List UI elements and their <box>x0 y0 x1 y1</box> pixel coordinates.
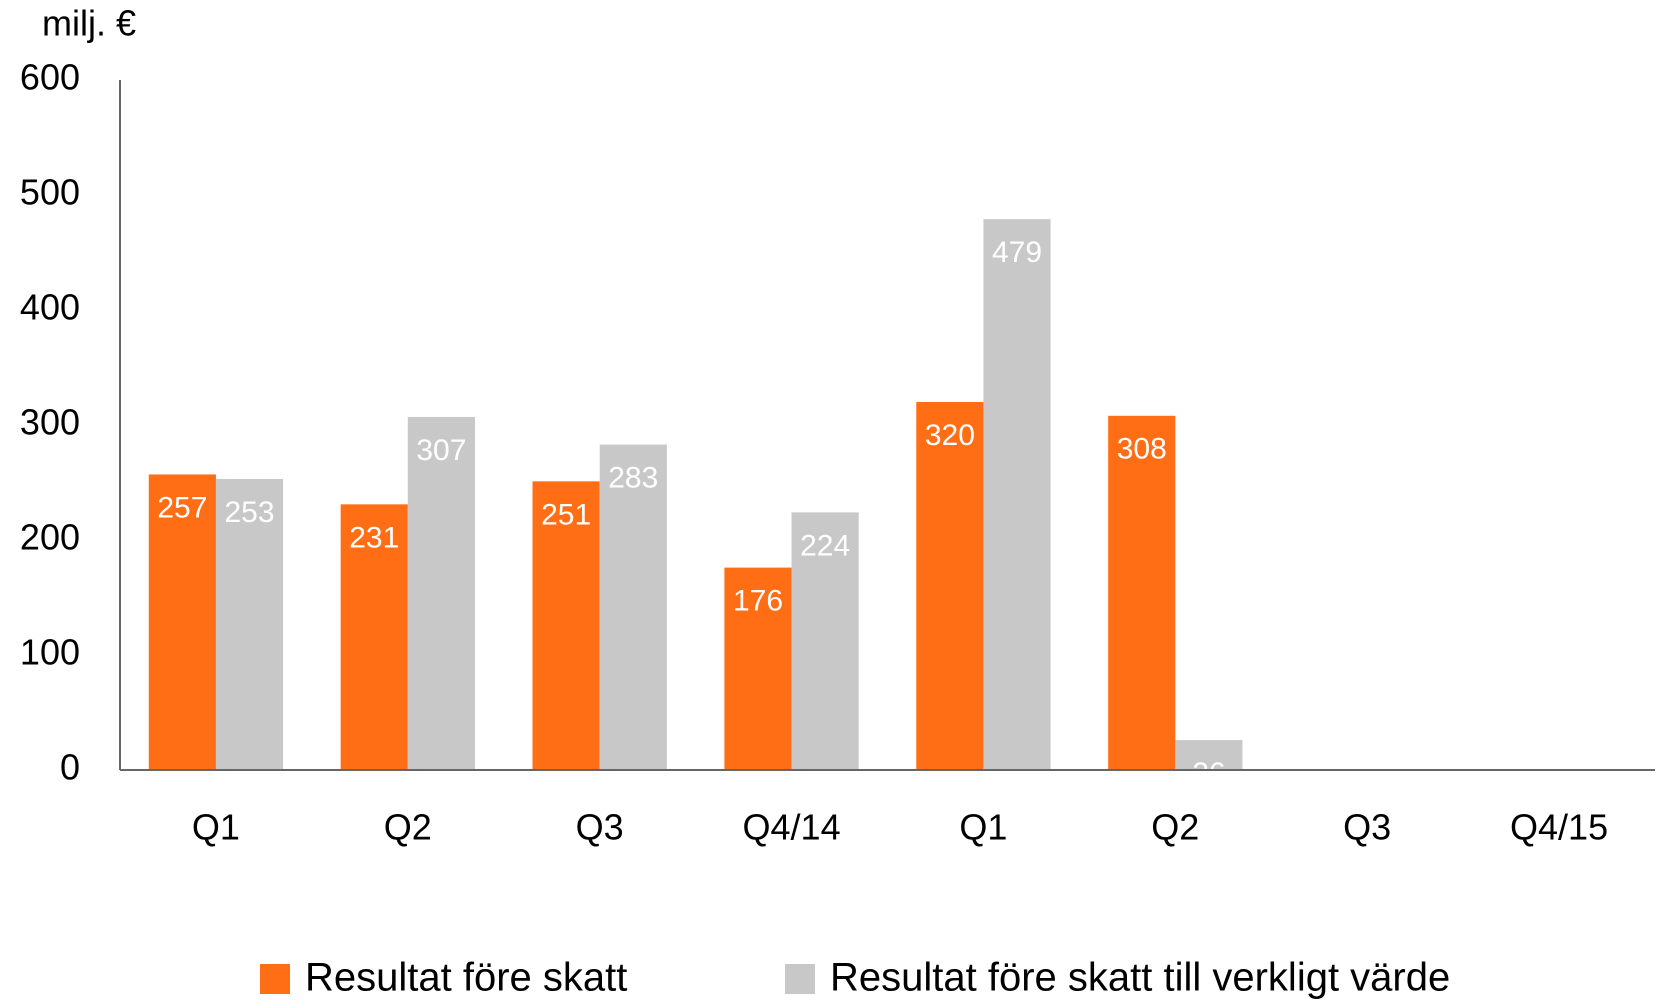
bar <box>791 512 859 770</box>
y-tick-label: 200 <box>20 517 80 558</box>
value-label: 224 <box>800 529 850 562</box>
x-tick-label: Q4/15 <box>1510 807 1608 848</box>
y-tick-label: 600 <box>20 57 80 98</box>
legend-label: Resultat före skatt till verkligt värde <box>830 956 1450 1000</box>
bar <box>599 444 667 770</box>
bar <box>407 416 475 770</box>
bar <box>1175 740 1243 770</box>
bar <box>916 402 984 770</box>
legend-swatch <box>785 964 815 994</box>
value-label: 283 <box>608 461 658 494</box>
bar <box>340 504 408 770</box>
bar <box>532 481 600 770</box>
y-tick-label: 400 <box>20 287 80 328</box>
value-label: 257 <box>157 491 207 524</box>
value-label: 253 <box>224 496 274 529</box>
y-tick-label: 300 <box>20 402 80 443</box>
value-label: 231 <box>349 521 399 554</box>
x-tick-label: Q3 <box>576 807 624 848</box>
value-label: 320 <box>925 419 975 452</box>
y-axis-label: milj. € <box>42 3 136 44</box>
x-tick-label: Q2 <box>384 807 432 848</box>
value-label: 307 <box>416 434 466 467</box>
x-tick-label: Q4/14 <box>743 807 841 848</box>
y-tick-label: 500 <box>20 172 80 213</box>
legend-label: Resultat före skatt <box>305 956 627 1000</box>
x-tick-label: Q1 <box>192 807 240 848</box>
value-label: 176 <box>733 585 783 618</box>
x-tick-label: Q2 <box>1151 807 1199 848</box>
value-label: 479 <box>992 236 1042 269</box>
bar <box>1108 415 1176 770</box>
value-label: 251 <box>541 498 591 531</box>
bar <box>148 474 216 770</box>
x-tick-label: Q3 <box>1343 807 1391 848</box>
x-tick-label: Q1 <box>959 807 1007 848</box>
bar <box>215 479 284 770</box>
value-label: 26 <box>1192 757 1225 790</box>
legend-swatch <box>260 964 290 994</box>
bar <box>724 567 792 770</box>
bar <box>983 219 1051 770</box>
y-tick-label: 100 <box>20 632 80 673</box>
value-label: 308 <box>1117 433 1167 466</box>
y-tick-label: 0 <box>60 747 80 788</box>
